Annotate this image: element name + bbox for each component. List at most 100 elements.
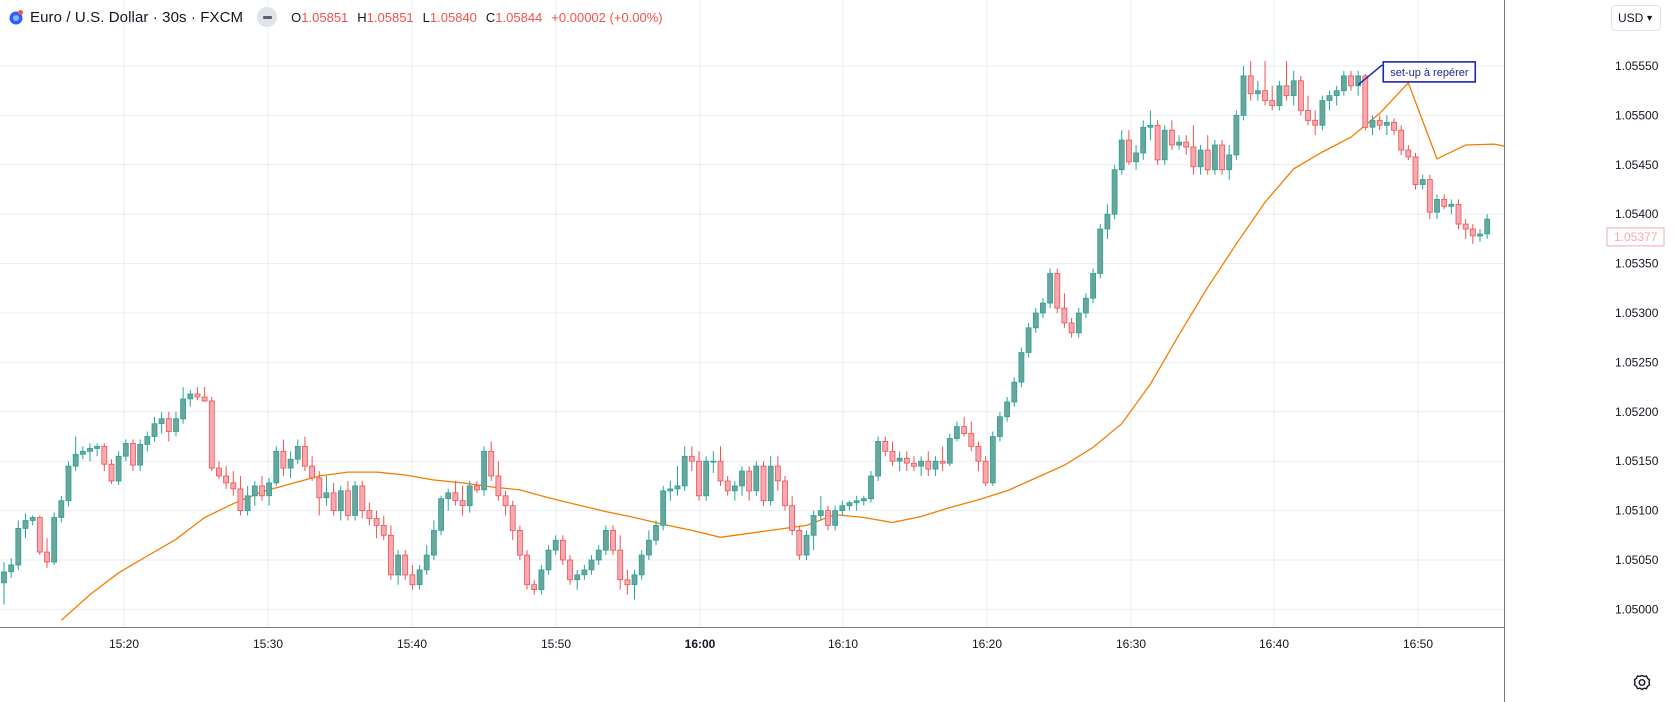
candle — [452, 492, 459, 502]
candle — [588, 559, 595, 571]
candle — [1090, 273, 1096, 299]
candle — [1176, 141, 1182, 146]
x-tick-label: 16:00 — [685, 637, 716, 651]
symbol-title[interactable]: Euro / U.S. Dollar · 30s · FXCM — [30, 8, 244, 26]
candle — [667, 488, 674, 492]
candle — [473, 485, 480, 491]
candle — [287, 458, 294, 469]
y-tick-label: 1.05000 — [1615, 602, 1659, 616]
candle — [173, 418, 179, 432]
candle — [373, 518, 380, 526]
candle — [731, 485, 738, 492]
candle — [1305, 110, 1311, 121]
candle — [101, 445, 108, 465]
candle — [595, 549, 602, 561]
candle — [395, 554, 402, 576]
candle — [445, 492, 452, 500]
candle — [1269, 100, 1276, 106]
candle — [703, 460, 710, 497]
candle — [1255, 90, 1261, 95]
candle — [1290, 80, 1297, 97]
candle — [1326, 95, 1333, 101]
candle — [517, 530, 523, 556]
candle — [258, 485, 265, 497]
candle — [746, 470, 753, 492]
x-tick-label: 16:20 — [972, 637, 1002, 651]
candle — [1405, 149, 1412, 158]
candle — [1047, 273, 1053, 304]
candle — [208, 400, 215, 469]
candle — [344, 490, 351, 516]
fxcm-logo-icon — [8, 9, 24, 25]
candle — [581, 569, 588, 576]
candle — [44, 551, 50, 563]
candle — [466, 485, 473, 507]
currency-button[interactable]: USD ▼ — [1611, 5, 1661, 31]
candle — [982, 460, 989, 484]
candle — [918, 460, 924, 467]
candle — [739, 470, 745, 487]
high-value: 1.05851 — [366, 9, 414, 25]
candle — [158, 418, 165, 425]
candle — [1083, 297, 1089, 314]
candle — [567, 559, 573, 581]
candle — [65, 465, 72, 502]
candle — [1276, 85, 1283, 107]
candle — [1140, 126, 1147, 154]
candle — [130, 442, 136, 466]
candle — [1161, 129, 1168, 161]
candle — [1204, 149, 1211, 171]
candle — [237, 488, 244, 511]
candle — [875, 440, 881, 477]
candle — [1355, 75, 1362, 87]
candle — [638, 554, 645, 576]
candle — [108, 463, 115, 482]
low-label: L — [422, 9, 430, 25]
candle — [524, 554, 530, 586]
candle — [337, 490, 344, 511]
candle — [137, 443, 144, 466]
x-tick-label: 16:30 — [1116, 637, 1146, 651]
candle — [1448, 203, 1455, 207]
candle — [72, 453, 79, 467]
candle — [1426, 179, 1433, 213]
candle — [552, 539, 559, 551]
candle — [1190, 146, 1197, 168]
chevron-down-icon: ▼ — [1645, 13, 1654, 23]
candle — [1183, 141, 1190, 148]
candle — [753, 465, 760, 492]
candle — [1111, 169, 1118, 215]
candle — [1262, 90, 1268, 101]
candle — [889, 450, 896, 462]
candle — [301, 445, 308, 467]
candle — [1011, 381, 1018, 403]
candle — [961, 426, 967, 434]
candle — [194, 393, 201, 398]
candle — [1369, 119, 1376, 128]
candle — [1104, 213, 1111, 230]
annotation-box[interactable] — [1382, 61, 1477, 83]
candle — [846, 502, 853, 507]
candle — [1018, 352, 1025, 383]
candle — [1169, 129, 1175, 146]
candle — [603, 530, 609, 551]
close-label: C — [485, 9, 496, 25]
candle — [1398, 129, 1405, 151]
candle — [911, 462, 917, 467]
candle — [710, 460, 717, 463]
settings-icon[interactable] — [1632, 673, 1652, 693]
candle — [538, 569, 545, 591]
candle — [280, 450, 287, 469]
candle — [1319, 100, 1326, 126]
y-tick-label: 1.05200 — [1615, 405, 1659, 419]
candle — [1154, 124, 1161, 161]
candle — [273, 450, 280, 484]
collapse-legend-icon[interactable] — [257, 7, 278, 27]
y-tick-label: 1.05500 — [1615, 108, 1659, 122]
candle — [681, 455, 688, 487]
candle — [1376, 119, 1383, 126]
candle — [79, 450, 86, 455]
candle — [359, 485, 366, 511]
candle — [989, 436, 996, 484]
